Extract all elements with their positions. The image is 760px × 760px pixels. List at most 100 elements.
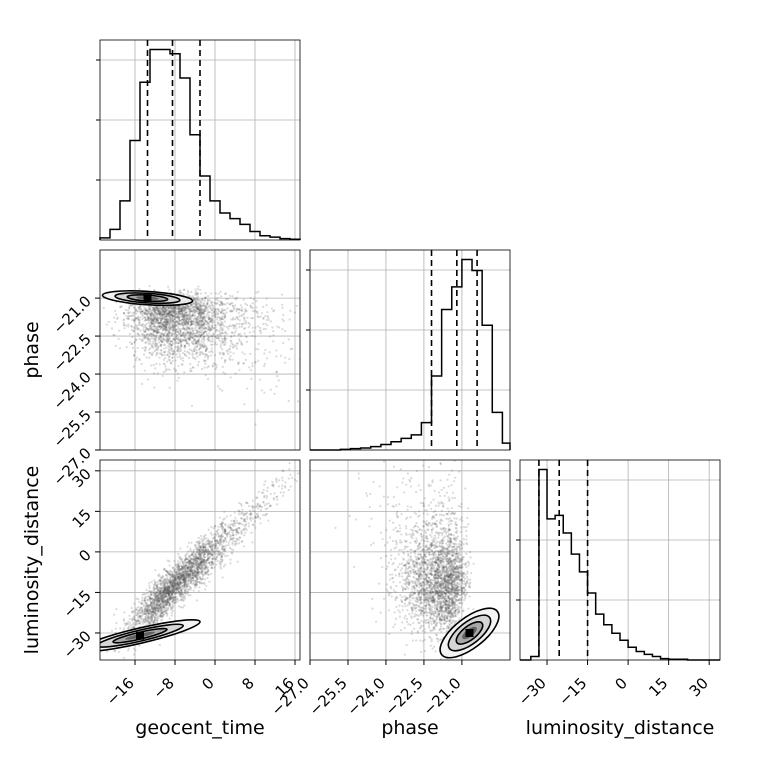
- sample-point: [171, 598, 175, 601]
- sample-point: [230, 527, 233, 530]
- sample-point: [172, 324, 175, 327]
- sample-point: [146, 315, 149, 318]
- sample-point: [196, 292, 199, 295]
- sample-point: [153, 579, 156, 582]
- sample-point: [157, 321, 160, 325]
- sample-point: [238, 325, 241, 328]
- sample-point: [236, 307, 239, 310]
- sample-point: [167, 572, 170, 575]
- sample-point: [148, 312, 152, 316]
- sample-point: [209, 317, 212, 320]
- sample-point: [203, 326, 206, 329]
- sample-point: [199, 534, 203, 538]
- sample-point: [192, 318, 195, 321]
- sample-point: [143, 610, 146, 613]
- sample-point: [238, 338, 241, 341]
- sample-point: [256, 502, 259, 506]
- sample-point: [201, 316, 204, 319]
- sample-point: [196, 287, 199, 290]
- sample-point: [217, 525, 220, 528]
- sample-point: [204, 291, 207, 295]
- sample-point: [275, 370, 278, 374]
- sample-point: [233, 334, 236, 337]
- sample-point: [171, 325, 174, 328]
- sample-point: [132, 329, 135, 332]
- sample-point: [169, 305, 172, 308]
- sample-point: [214, 335, 217, 338]
- sample-point: [160, 343, 163, 346]
- sample-point: [213, 354, 217, 357]
- sample-point: [220, 539, 223, 542]
- sample-point: [143, 313, 146, 316]
- sample-point: [186, 305, 189, 308]
- sample-point: [155, 308, 158, 311]
- sample-point: [164, 309, 167, 312]
- sample-point: [174, 359, 177, 362]
- sample-point: [251, 310, 255, 313]
- sample-point: [161, 610, 164, 613]
- sample-point: [191, 342, 194, 345]
- sample-point: [170, 589, 173, 593]
- sample-point: [262, 317, 265, 320]
- sample-point: [162, 333, 166, 336]
- sample-point: [186, 570, 189, 573]
- sample-point: [166, 353, 169, 357]
- sample-point: [159, 608, 162, 611]
- sample-point: [221, 331, 224, 335]
- sample-point: [187, 575, 190, 578]
- sample-point: [228, 546, 232, 549]
- sample-point: [165, 324, 168, 327]
- sample-point: [160, 315, 164, 318]
- sample-point: [266, 324, 269, 327]
- sample-point: [150, 312, 154, 315]
- sample-point: [193, 356, 196, 359]
- sample-point: [157, 310, 160, 313]
- sample-point: [243, 353, 246, 356]
- sample-point: [190, 557, 193, 560]
- sample-point: [197, 548, 200, 551]
- sample-point: [177, 576, 180, 579]
- sample-point: [175, 312, 178, 315]
- sample-point: [208, 299, 212, 302]
- sample-point: [167, 311, 171, 315]
- sample-point: [188, 308, 191, 311]
- sample-point: [122, 312, 126, 315]
- sample-point: [153, 289, 156, 292]
- sample-point: [181, 322, 184, 325]
- sample-point: [161, 615, 164, 618]
- sample-point: [143, 331, 146, 334]
- sample-point: [189, 576, 192, 579]
- sample-point: [203, 330, 206, 334]
- sample-point: [173, 320, 176, 323]
- sample-point: [162, 597, 166, 600]
- sample-point: [195, 541, 198, 544]
- sample-point: [135, 324, 138, 327]
- sample-point: [147, 328, 150, 331]
- sample-point: [204, 330, 207, 333]
- sample-point: [189, 317, 192, 320]
- sample-point: [159, 310, 162, 313]
- sample-point: [217, 308, 220, 311]
- sample-point: [208, 545, 212, 548]
- sample-point: [175, 588, 178, 591]
- sample-point: [154, 337, 158, 340]
- sample-point: [186, 313, 190, 316]
- sample-point: [232, 318, 235, 321]
- sample-point: [160, 314, 163, 317]
- sample-point: [165, 611, 168, 615]
- sample-point: [161, 618, 164, 621]
- sample-point: [146, 314, 149, 317]
- sample-point: [248, 331, 251, 334]
- sample-point: [177, 331, 180, 334]
- sample-point: [194, 317, 197, 320]
- sample-point: [181, 574, 184, 577]
- sample-point: [211, 560, 214, 563]
- sample-point: [146, 309, 149, 312]
- sample-point: [160, 318, 163, 321]
- sample-point: [201, 297, 204, 300]
- sample-point: [179, 312, 182, 315]
- sample-point: [139, 323, 142, 327]
- sample-point: [137, 310, 140, 313]
- sample-point: [183, 589, 186, 592]
- sample-point: [169, 310, 172, 313]
